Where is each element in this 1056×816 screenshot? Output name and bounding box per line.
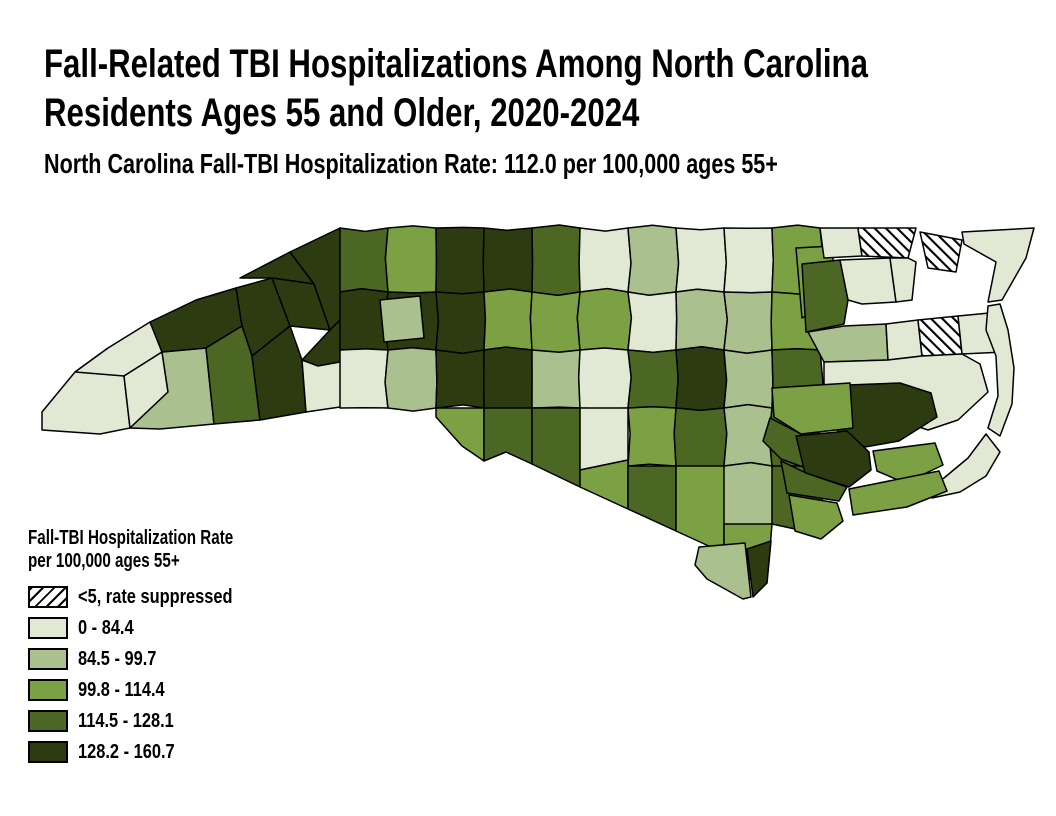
legend: Fall-TBI Hospitalization Rate per 100,00… <box>28 527 298 772</box>
county-rutherford <box>336 348 389 409</box>
county-polygons <box>41 224 1035 600</box>
county-rowan <box>435 349 485 409</box>
county-guilford <box>529 291 581 353</box>
county-onslow <box>788 494 844 540</box>
map-subtitle: North Carolina Fall-TBI Hospitalization … <box>44 147 997 180</box>
county-surry <box>435 226 485 295</box>
county-davie <box>435 291 487 355</box>
county-anson <box>531 407 581 488</box>
county-randolph <box>531 349 581 409</box>
county-moore <box>579 407 629 471</box>
legend-swatch <box>28 617 68 639</box>
legend-label: 84.5 - 99.7 <box>78 648 157 670</box>
legend-label: 128.2 - 160.7 <box>78 741 175 763</box>
county-polk <box>301 359 341 413</box>
county-scotland <box>627 465 677 532</box>
legend-item: 84.5 - 99.7 <box>28 648 298 670</box>
county-orange <box>627 291 678 354</box>
legend-item: 114.5 - 128.1 <box>28 710 298 732</box>
county-bertie <box>801 259 849 333</box>
county-yadkin <box>379 295 425 343</box>
county-gaston <box>435 407 485 462</box>
county-pasquotank <box>889 257 917 303</box>
county-stanly <box>483 346 533 411</box>
legend-swatch <box>28 679 68 701</box>
county-forsyth <box>483 288 533 351</box>
legend-title-line1: Fall-TBI Hospitalization Rate <box>28 527 234 549</box>
county-currituck <box>919 231 963 273</box>
county-camden <box>857 227 917 259</box>
county-chatham <box>577 347 632 410</box>
county-alleghany <box>384 225 438 294</box>
county-wilson <box>675 346 728 412</box>
legend-label: 0 - 84.4 <box>78 617 134 639</box>
county-watauga <box>337 287 389 351</box>
legend-item: <5, rate suppressed <box>28 586 298 608</box>
legend-label: 114.5 - 128.1 <box>78 710 174 732</box>
county-ocracoke <box>927 433 1001 499</box>
map-subtitle-text: North Carolina Fall-TBI Hospitalization … <box>44 148 778 179</box>
county-durham <box>675 288 729 351</box>
county-tyrrell <box>885 319 923 361</box>
county-robeson <box>675 465 725 554</box>
county-jones <box>780 460 848 502</box>
county-dare-mainland <box>917 315 963 357</box>
county-person <box>627 224 680 297</box>
legend-swatch <box>28 710 68 732</box>
county-warren <box>723 227 775 294</box>
legend-item: 99.8 - 114.4 <box>28 679 298 701</box>
county-lenoir <box>762 417 807 469</box>
legend-swatch <box>28 586 68 608</box>
county-ashe <box>336 227 389 293</box>
county-union <box>483 407 533 465</box>
county-wayne <box>723 349 774 409</box>
county-gates <box>819 227 863 259</box>
legend-item: 0 - 84.4 <box>28 617 298 639</box>
legend-title: Fall-TBI Hospitalization Rate per 100,00… <box>28 527 298 573</box>
county-lincoln <box>384 347 438 412</box>
legend-title-line2: per 100,000 ages 55+ <box>28 550 180 572</box>
county-brunswick <box>694 542 752 600</box>
county-outer-banks-north <box>961 227 1035 303</box>
map-title: Fall-Related TBI Hospitalizations Among … <box>44 40 1056 138</box>
county-lee <box>627 349 679 409</box>
legend-swatch <box>28 741 68 763</box>
county-franklin <box>723 291 773 355</box>
county-alamance <box>576 287 633 351</box>
legend-label: 99.8 - 114.4 <box>78 679 165 701</box>
legend-item: 128.2 - 160.7 <box>28 741 298 763</box>
county-new-hanover <box>746 540 772 598</box>
county-perquimans <box>839 257 897 305</box>
county-granville <box>675 227 728 293</box>
map-title-line1: Fall-Related TBI Hospitalizations Among … <box>44 42 868 86</box>
legend-label: <5, rate suppressed <box>78 586 233 608</box>
county-caswell <box>578 227 632 293</box>
county-carteret <box>848 470 948 516</box>
county-bladen <box>720 461 776 527</box>
county-sampson <box>673 407 728 470</box>
county-cumberland <box>627 406 677 467</box>
county-stokes <box>482 227 534 293</box>
legend-items: <5, rate suppressed 0 - 84.4 84.5 - 99.7 99… <box>28 586 298 763</box>
county-pitt <box>771 382 854 435</box>
legend-swatch <box>28 648 68 670</box>
map-title-line2: Residents Ages 55 and Older, 2020-2024 <box>44 91 640 135</box>
county-rockingham <box>531 224 581 297</box>
county-outer-banks-dare <box>985 303 1015 437</box>
